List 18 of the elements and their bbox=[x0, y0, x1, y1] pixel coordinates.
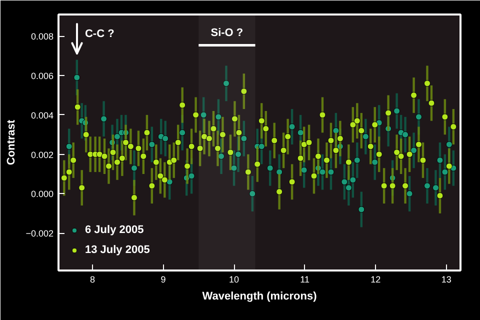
y-tick-label: 0.006 bbox=[30, 71, 54, 82]
y-tick-label: 0.000 bbox=[30, 189, 54, 200]
x-tick-label: 13 bbox=[441, 274, 452, 284]
x-tick-label: 9 bbox=[160, 274, 166, 284]
y-tick-label: −0.002 bbox=[26, 228, 54, 239]
legend-label: 13 July 2005 bbox=[85, 244, 150, 256]
annotation: C-C ? bbox=[84, 28, 115, 40]
y-tick-label: 0.002 bbox=[30, 150, 54, 160]
x-axis-title: Wavelength (microns) bbox=[202, 290, 318, 302]
y-tick-label: 0.008 bbox=[30, 32, 54, 42]
y-tick-label: 0.004 bbox=[30, 110, 54, 120]
x-tick-label: 12 bbox=[370, 274, 381, 284]
legend-label: 6 July 2005 bbox=[85, 224, 144, 236]
x-tick-label: 8 bbox=[90, 274, 95, 284]
band-label: Si-O ? bbox=[210, 27, 244, 40]
x-tick-label: 10 bbox=[229, 274, 240, 284]
x-tick-label: 11 bbox=[300, 274, 310, 284]
y-axis-title: Contrast bbox=[6, 120, 18, 166]
